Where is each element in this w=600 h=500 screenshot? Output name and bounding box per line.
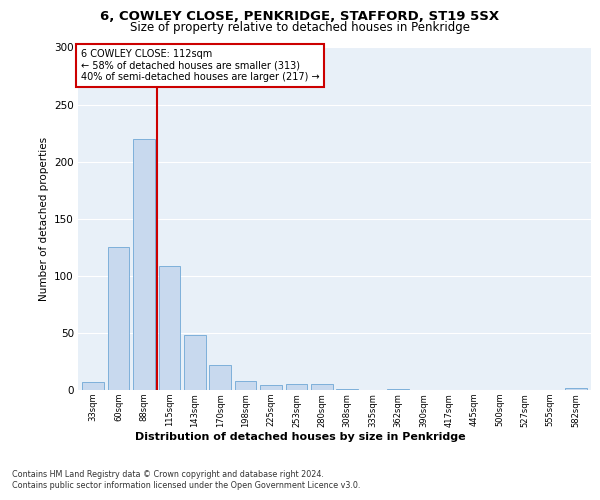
Bar (260, 386, 282, 390)
Bar (184, 335, 206, 390)
Bar (565, 388, 587, 390)
Text: 6 COWLEY CLOSE: 112sqm
← 58% of detached houses are smaller (313)
40% of semi-de: 6 COWLEY CLOSE: 112sqm ← 58% of detached… (80, 49, 319, 82)
Y-axis label: Number of detached properties: Number of detached properties (38, 136, 49, 301)
Text: 6, COWLEY CLOSE, PENKRIDGE, STAFFORD, ST19 5SX: 6, COWLEY CLOSE, PENKRIDGE, STAFFORD, ST… (100, 10, 500, 23)
Bar (209, 365, 231, 390)
Text: Contains HM Land Registry data © Crown copyright and database right 2024.: Contains HM Land Registry data © Crown c… (12, 470, 324, 479)
Bar (311, 384, 332, 390)
Bar (286, 384, 307, 390)
Bar (82, 382, 104, 390)
Text: Size of property relative to detached houses in Penkridge: Size of property relative to detached ho… (130, 21, 470, 34)
Bar (158, 266, 180, 390)
Text: Distribution of detached houses by size in Penkridge: Distribution of detached houses by size … (134, 432, 466, 442)
Bar (387, 389, 409, 390)
Text: Contains public sector information licensed under the Open Government Licence v3: Contains public sector information licen… (12, 481, 361, 490)
Bar (337, 389, 358, 390)
Bar (108, 248, 130, 390)
Bar (133, 139, 155, 390)
Bar (235, 381, 256, 390)
